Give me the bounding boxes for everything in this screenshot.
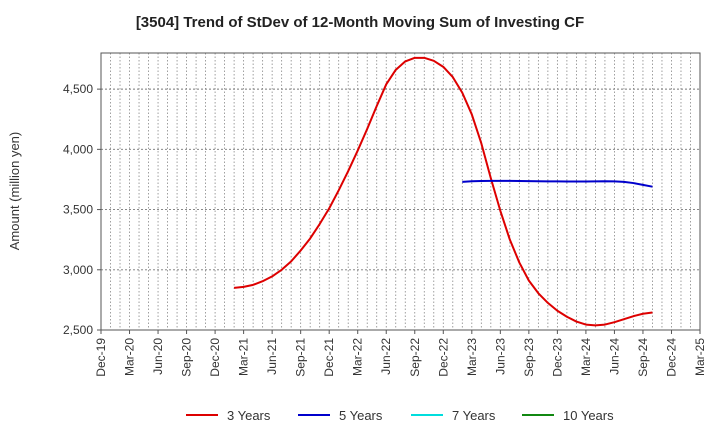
x-tick-label: Dec-22	[436, 338, 450, 377]
x-tick-label: Jun-24	[607, 338, 621, 375]
x-tick-label: Dec-19	[94, 338, 108, 377]
x-tick-label: Mar-23	[465, 338, 479, 376]
legend-item-5-years: 5 Years	[298, 404, 382, 426]
x-tick-label: Mar-25	[693, 338, 707, 376]
legend-swatch-3-years	[186, 414, 218, 416]
legend-item-10-years: 10 Years	[522, 404, 614, 426]
x-tick-label: Dec-24	[664, 338, 678, 377]
x-tick-label: Dec-20	[208, 338, 222, 377]
legend-item-3-years: 3 Years	[186, 404, 270, 426]
x-tick-label: Dec-21	[322, 338, 336, 377]
y-tick-label: 3,500	[63, 203, 93, 217]
y-tick-label: 2,500	[63, 323, 93, 337]
y-axis: 2,500 3,000 3,500 4,000 4,500	[63, 82, 101, 337]
y-tick-label: 4,500	[63, 82, 93, 96]
x-tick-label: Jun-20	[151, 338, 165, 375]
legend-item-7-years: 7 Years	[411, 404, 495, 426]
plot-frame	[100, 52, 701, 331]
legend-swatch-7-years	[411, 414, 443, 416]
x-tick-label: Sep-20	[180, 338, 194, 377]
x-tick-label: Dec-23	[550, 338, 564, 377]
x-axis: Dec-19 Mar-20 Jun-20 Sep-20 Dec-20 Mar-21 Jun-…	[94, 330, 707, 377]
x-tick-label: Mar-24	[579, 338, 593, 376]
legend-label-5-years: 5 Years	[339, 407, 383, 423]
legend-label-10-years: 10 Years	[563, 407, 614, 423]
x-tick-label: Sep-21	[294, 338, 308, 377]
plot-background	[101, 53, 700, 330]
grid-lines	[101, 53, 700, 330]
x-tick-label: Jun-22	[379, 338, 393, 375]
x-tick-label: Mar-21	[237, 338, 251, 376]
x-tick-label: Jun-21	[265, 338, 279, 375]
series-line-5-years	[462, 179, 653, 188]
legend-label-7-years: 7 Years	[452, 407, 496, 423]
y-axis-label: Amount (million yen)	[7, 132, 22, 251]
x-tick-label: Sep-22	[408, 338, 422, 377]
legend: 3 Years 5 Years 7 Years 10 Years	[0, 404, 720, 426]
series-lines	[234, 56, 653, 327]
x-tick-label: Sep-24	[636, 338, 650, 377]
legend-swatch-10-years	[522, 414, 554, 416]
x-tick-label: Mar-22	[351, 338, 365, 376]
y-tick-label: 3,000	[63, 263, 93, 277]
x-tick-label: Jun-23	[493, 338, 507, 375]
x-tick-label: Sep-23	[522, 338, 536, 377]
y-tick-label: 4,000	[63, 142, 93, 156]
series-line-3-years	[234, 56, 653, 327]
x-tick-label: Mar-20	[123, 338, 137, 376]
legend-label-3-years: 3 Years	[227, 407, 271, 423]
legend-swatch-5-years	[298, 414, 330, 416]
chart-title: [3504] Trend of StDev of 12-Month Moving…	[135, 14, 585, 31]
